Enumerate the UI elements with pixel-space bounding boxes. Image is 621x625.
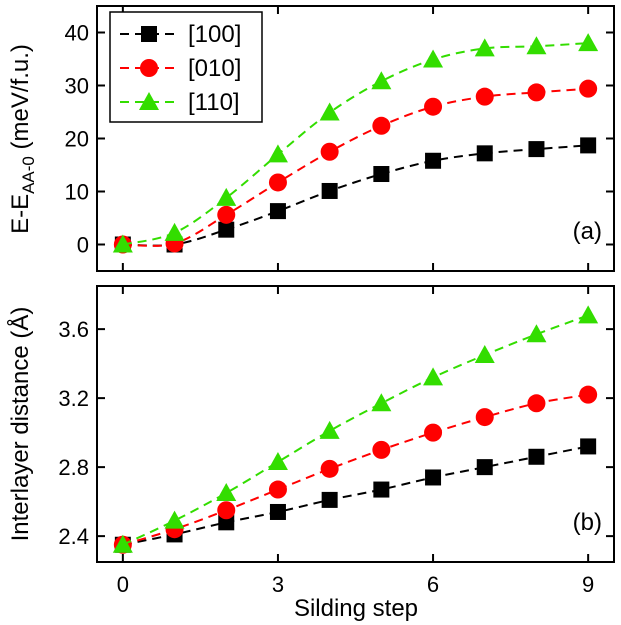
data-point-110 xyxy=(371,393,392,412)
data-point-100 xyxy=(580,438,597,455)
data-point-010 xyxy=(579,385,598,404)
data-point-100 xyxy=(218,514,235,531)
data-point-010 xyxy=(424,97,443,116)
y-tick-label: 2.8 xyxy=(58,455,89,480)
y-ticks-b: 2.4 2.8 3.2 3.6 xyxy=(58,317,614,549)
data-point-100 xyxy=(528,141,545,158)
data-point-100 xyxy=(269,503,286,520)
x-axis-title: Silding step xyxy=(294,595,418,622)
data-point-100 xyxy=(321,182,338,199)
data-point-110 xyxy=(112,534,133,553)
data-point-110 xyxy=(164,510,185,529)
x-tick-label: 9 xyxy=(582,572,594,597)
x-tick-label: 0 xyxy=(117,572,129,597)
legend-label: [110] xyxy=(188,89,240,116)
y-tick-label: 3.6 xyxy=(58,317,89,342)
data-point-010 xyxy=(320,142,339,161)
series-b xyxy=(112,305,599,554)
legend-marker xyxy=(139,92,159,110)
legend-label: [100] xyxy=(188,21,241,48)
data-point-010 xyxy=(527,394,546,413)
y-tick-label: 20 xyxy=(65,127,89,152)
legend-marker xyxy=(141,26,157,42)
data-point-100 xyxy=(218,221,235,238)
data-point-010 xyxy=(475,87,494,106)
data-point-100 xyxy=(528,448,545,465)
data-point-100 xyxy=(580,137,597,154)
series-line-010 xyxy=(122,87,589,247)
data-point-110 xyxy=(319,102,340,121)
data-point-110 xyxy=(371,71,392,90)
data-point-010 xyxy=(372,116,391,135)
panel-a: 0 10 20 30 40 (a) E-EAA-0 (meV/f.u.) [100] [0… xyxy=(7,5,615,272)
x-ticks-b: 0 3 6 9 xyxy=(117,286,594,597)
series-line-100 xyxy=(122,144,589,247)
data-point-110 xyxy=(423,49,444,68)
data-point-110 xyxy=(526,324,547,343)
data-point-110 xyxy=(423,367,444,386)
data-point-100 xyxy=(425,152,442,169)
data-point-110 xyxy=(319,420,340,439)
legend-marker xyxy=(140,59,158,77)
y-tick-label: 40 xyxy=(65,21,89,46)
data-point-110 xyxy=(216,187,237,206)
data-point-110 xyxy=(578,305,599,324)
data-point-110 xyxy=(474,345,495,363)
y-axis-title-a: E-EAA-0 (meV/f.u.) xyxy=(7,44,38,234)
data-point-010 xyxy=(372,440,391,459)
y-ticks-a: 0 10 20 30 40 xyxy=(65,6,614,271)
legend-label: [010] xyxy=(188,55,241,82)
data-point-100 xyxy=(321,491,338,508)
data-point-010 xyxy=(579,79,598,98)
x-tick-label: 3 xyxy=(272,572,284,597)
panel-label-b: (b) xyxy=(573,509,602,536)
series-line-110 xyxy=(122,314,589,546)
y-tick-label: 30 xyxy=(65,74,89,99)
data-point-110 xyxy=(578,33,599,52)
series-line-100 xyxy=(122,445,589,546)
y-axis-title-b: Interlayer distance (Å) xyxy=(6,307,34,542)
data-point-010 xyxy=(217,501,236,520)
series-line-110 xyxy=(122,42,589,246)
data-point-010 xyxy=(217,205,236,224)
data-point-100 xyxy=(476,459,493,476)
data-point-100 xyxy=(425,469,442,486)
data-point-110 xyxy=(164,222,185,241)
y-tick-label: 10 xyxy=(65,180,89,205)
series-line-010 xyxy=(122,393,589,546)
legend: [100] [010] [110] xyxy=(109,11,263,123)
data-point-110 xyxy=(267,144,288,163)
y-axis-title-a-main: E-E xyxy=(7,194,34,234)
plot-frame-b xyxy=(96,285,615,563)
data-point-100 xyxy=(476,145,493,162)
y-tick-label: 0 xyxy=(77,233,89,258)
data-point-100 xyxy=(269,203,286,220)
data-point-010 xyxy=(475,408,494,427)
panel-b: 2.4 2.8 3.2 3.6 0 3 6 9 (b) Interlayer distanc… xyxy=(6,285,615,622)
data-point-110 xyxy=(112,234,133,253)
y-axis-title-a-subscript: AA-0 xyxy=(19,156,38,194)
data-point-100 xyxy=(373,166,390,183)
y-tick-label: 2.4 xyxy=(58,524,89,549)
y-axis-title-a-unit: (meV/f.u.) xyxy=(7,44,34,156)
panel-label-a: (a) xyxy=(573,218,602,245)
data-point-010 xyxy=(527,83,546,102)
series-a xyxy=(112,33,599,254)
data-point-010 xyxy=(268,173,287,192)
data-point-110 xyxy=(216,483,237,501)
y-tick-label: 3.2 xyxy=(58,386,89,411)
data-point-010 xyxy=(424,423,443,442)
data-point-010 xyxy=(268,480,287,499)
data-point-110 xyxy=(267,451,288,470)
data-point-100 xyxy=(373,481,390,498)
data-point-110 xyxy=(526,36,547,55)
x-tick-label: 6 xyxy=(427,572,439,597)
data-point-110 xyxy=(474,38,495,57)
data-point-010 xyxy=(320,459,339,478)
